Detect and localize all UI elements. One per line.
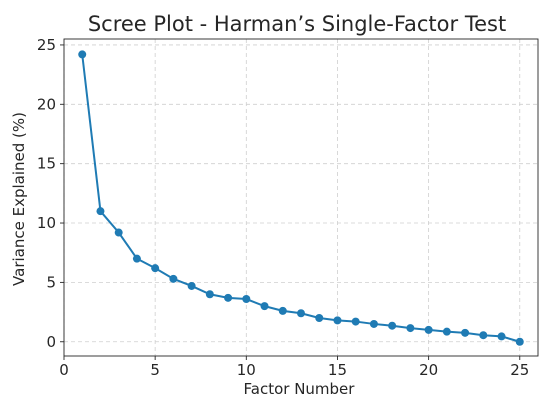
chart-title: Scree Plot - Harman’s Single-Factor Test bbox=[88, 12, 506, 36]
x-tick-label: 15 bbox=[328, 361, 347, 379]
data-point bbox=[278, 306, 287, 315]
data-point bbox=[96, 207, 105, 216]
x-tick-label: 10 bbox=[237, 361, 256, 379]
data-point bbox=[351, 317, 360, 326]
y-tick-label: 10 bbox=[37, 214, 56, 232]
y-tick-label: 5 bbox=[46, 273, 56, 291]
data-point bbox=[151, 264, 160, 273]
data-point bbox=[515, 337, 524, 346]
data-point bbox=[497, 332, 506, 341]
data-point bbox=[388, 321, 397, 330]
plot-frame bbox=[63, 38, 539, 357]
y-tick-label: 0 bbox=[46, 333, 56, 351]
x-tick-label: 25 bbox=[510, 361, 529, 379]
y-axis-label: Variance Explained (%) bbox=[10, 112, 28, 286]
x-tick-label: 5 bbox=[150, 361, 160, 379]
data-point bbox=[260, 302, 269, 311]
data-point bbox=[461, 328, 470, 337]
data-point bbox=[406, 324, 415, 333]
data-point bbox=[114, 228, 123, 237]
data-series bbox=[78, 50, 524, 346]
data-point bbox=[442, 327, 451, 336]
data-point bbox=[242, 295, 251, 304]
data-point bbox=[369, 319, 378, 328]
data-point bbox=[424, 325, 433, 334]
x-tick-label: 20 bbox=[419, 361, 438, 379]
data-point bbox=[187, 281, 196, 290]
x-axis-label: Factor Number bbox=[244, 380, 356, 398]
data-point bbox=[224, 293, 233, 302]
data-point bbox=[479, 331, 488, 340]
data-point bbox=[132, 254, 141, 263]
data-point bbox=[205, 290, 214, 299]
axes bbox=[60, 38, 539, 360]
tick-labels: 0 5 10 15 20 25 0 5 10 15 20 25 bbox=[37, 36, 529, 379]
y-tick-label: 15 bbox=[37, 155, 56, 173]
data-point bbox=[333, 316, 342, 325]
y-tick-label: 20 bbox=[37, 95, 56, 113]
grid-lines bbox=[63, 39, 538, 356]
series-line bbox=[81, 54, 521, 343]
data-point bbox=[169, 274, 178, 283]
data-point bbox=[297, 309, 305, 318]
y-tick-label: 25 bbox=[37, 36, 56, 54]
data-point bbox=[315, 314, 324, 323]
x-tick-label: 0 bbox=[59, 361, 69, 379]
data-point bbox=[78, 50, 87, 59]
